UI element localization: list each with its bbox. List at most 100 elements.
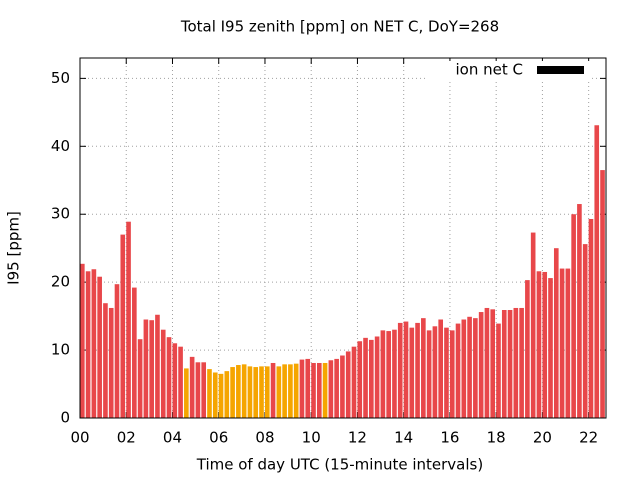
bar xyxy=(374,336,380,418)
bar xyxy=(236,365,241,418)
bar xyxy=(328,360,334,418)
bar xyxy=(594,125,600,418)
y-tick-label: 50 xyxy=(51,69,70,87)
chart-title: Total I95 zenith [ppm] on NET C, DoY=268 xyxy=(180,18,499,36)
bar xyxy=(565,268,571,418)
bar xyxy=(513,307,519,418)
y-tick-label: 40 xyxy=(51,137,70,155)
bar xyxy=(426,330,432,418)
bar xyxy=(386,331,391,418)
bar xyxy=(230,367,235,418)
bar xyxy=(432,326,438,418)
bar xyxy=(519,307,524,418)
x-tick-label: 10 xyxy=(302,429,321,447)
bar xyxy=(149,320,154,418)
bar xyxy=(103,303,108,418)
legend-swatch xyxy=(537,66,584,74)
bar xyxy=(490,309,496,418)
bar xyxy=(351,346,357,418)
bar xyxy=(126,221,131,418)
bar xyxy=(588,218,594,418)
bar xyxy=(409,327,415,418)
y-tick-label: 30 xyxy=(51,205,70,223)
bar xyxy=(415,322,420,418)
bar xyxy=(189,356,195,418)
bar xyxy=(201,362,207,418)
bar xyxy=(316,362,322,418)
bar xyxy=(293,363,299,418)
plot-border xyxy=(79,57,607,419)
x-tick-label: 02 xyxy=(117,429,136,447)
x-axis-label: Time of day UTC (15-minute intervals) xyxy=(196,456,483,474)
bar xyxy=(288,364,293,418)
bar xyxy=(484,307,490,418)
bar xyxy=(496,323,501,418)
bar xyxy=(548,278,553,418)
y-axis-label: I95 [ppm] xyxy=(5,211,23,285)
bar xyxy=(120,234,126,418)
bar xyxy=(218,373,224,418)
bar xyxy=(553,248,559,418)
bar xyxy=(444,327,449,418)
bar xyxy=(172,343,178,418)
bar xyxy=(536,271,542,418)
x-tick-label: 04 xyxy=(163,429,182,447)
bar xyxy=(345,351,351,418)
bar xyxy=(438,319,443,418)
bar xyxy=(299,359,305,418)
bar xyxy=(253,367,259,418)
bar xyxy=(270,362,276,418)
bar xyxy=(600,170,605,418)
bar xyxy=(259,366,264,418)
x-tick-label: 16 xyxy=(440,429,459,447)
bar xyxy=(160,329,166,418)
bar xyxy=(114,284,120,418)
y-tick-label: 10 xyxy=(51,341,70,359)
x-tick-label: 20 xyxy=(533,429,552,447)
bar xyxy=(80,263,85,418)
bar xyxy=(340,355,345,418)
bar xyxy=(212,372,218,418)
bar xyxy=(455,323,461,418)
y-tick-label: 0 xyxy=(60,409,70,427)
bar xyxy=(195,362,201,418)
bar xyxy=(305,358,311,418)
x-tick-label: 22 xyxy=(579,429,598,447)
bar xyxy=(155,314,160,418)
bar xyxy=(264,366,270,418)
bar xyxy=(137,339,143,418)
bar xyxy=(421,318,426,418)
bar xyxy=(582,244,588,418)
bar xyxy=(322,362,328,418)
bar xyxy=(166,337,172,418)
bar xyxy=(184,368,189,418)
bar xyxy=(473,318,478,418)
x-tick-label: 06 xyxy=(209,429,228,447)
bar xyxy=(143,319,149,418)
bar xyxy=(282,364,287,418)
bar xyxy=(276,366,282,418)
bar xyxy=(247,366,253,418)
bar xyxy=(363,337,368,418)
bar xyxy=(577,204,582,418)
bar xyxy=(91,269,97,418)
x-tick-label: 14 xyxy=(394,429,413,447)
bar xyxy=(132,287,137,418)
bar xyxy=(403,321,409,418)
bar xyxy=(207,369,212,418)
bar xyxy=(525,280,530,418)
bar xyxy=(571,214,576,418)
bar xyxy=(467,316,472,418)
bar xyxy=(392,329,397,418)
bar xyxy=(397,322,403,418)
bar xyxy=(178,346,183,418)
bar xyxy=(501,310,507,418)
bar xyxy=(97,276,102,418)
x-tick-label: 18 xyxy=(487,429,506,447)
x-tick-label: 12 xyxy=(348,429,367,447)
bar xyxy=(311,362,316,418)
y-tick-label: 20 xyxy=(51,273,70,291)
bar xyxy=(559,268,565,418)
